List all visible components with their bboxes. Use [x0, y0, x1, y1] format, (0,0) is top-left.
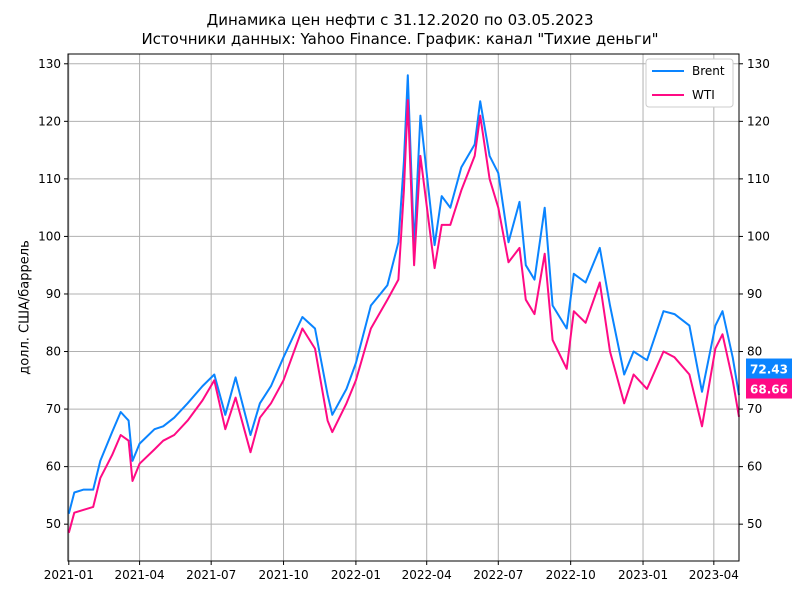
x-tick-label: 2022-01 — [331, 568, 381, 582]
x-tick-label: 2021-04 — [115, 568, 165, 582]
y-tick-label-left: 110 — [38, 172, 61, 186]
y-tick-label-left: 80 — [46, 345, 61, 359]
y-tick-label-right: 90 — [747, 287, 762, 301]
last-value-box-brent — [746, 358, 792, 379]
y-tick-label-right: 100 — [747, 229, 770, 243]
y-tick-label-right: 120 — [747, 114, 770, 128]
series-line-brent — [67, 74, 740, 515]
y-tick-label-right: 130 — [747, 57, 770, 71]
y-tick-label-right: 70 — [747, 402, 762, 416]
x-tick-label: 2021-07 — [186, 568, 236, 582]
y-tick-label-right: 60 — [747, 460, 762, 474]
x-tick-label: 2023-01 — [618, 568, 668, 582]
y-tick-label-right: 110 — [747, 172, 770, 186]
legend-label-wti: WTI — [692, 88, 715, 102]
x-tick-label: 2023-04 — [689, 568, 739, 582]
y-tick-label-right: 50 — [747, 517, 762, 531]
y-tick-label-left: 100 — [38, 229, 61, 243]
x-tick-label: 2021-01 — [44, 568, 94, 582]
y-tick-label-left: 60 — [46, 460, 61, 474]
series-line-wti — [67, 99, 740, 534]
y-tick-label-left: 70 — [46, 402, 61, 416]
plot-frame — [67, 53, 740, 562]
y-tick-label-left: 120 — [38, 114, 61, 128]
y-tick-label-left: 90 — [46, 287, 61, 301]
x-tick-label: 2022-04 — [402, 568, 452, 582]
legend-label-brent: Brent — [692, 64, 725, 78]
x-tick-label: 2022-07 — [473, 568, 523, 582]
x-tick-label: 2021-10 — [258, 568, 308, 582]
last-value-box-wti — [746, 378, 792, 399]
last-value-label-brent: 72.43 — [750, 363, 788, 377]
y-tick-label-right: 80 — [747, 345, 762, 359]
chart-title: Динамика цен нефти с 31.12.2020 по 03.05… — [206, 11, 594, 29]
y-tick-label-left: 130 — [38, 57, 61, 71]
chart-subtitle: Источники данных: Yahoo Finance. График:… — [141, 30, 659, 48]
y-tick-label-left: 50 — [46, 517, 61, 531]
last-value-label-wti: 68.66 — [750, 383, 788, 397]
x-tick-label: 2022-10 — [546, 568, 596, 582]
